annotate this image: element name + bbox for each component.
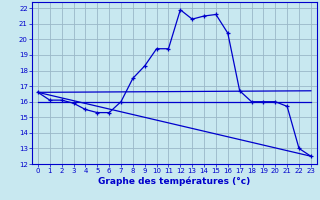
X-axis label: Graphe des températures (°c): Graphe des températures (°c) bbox=[98, 177, 251, 186]
